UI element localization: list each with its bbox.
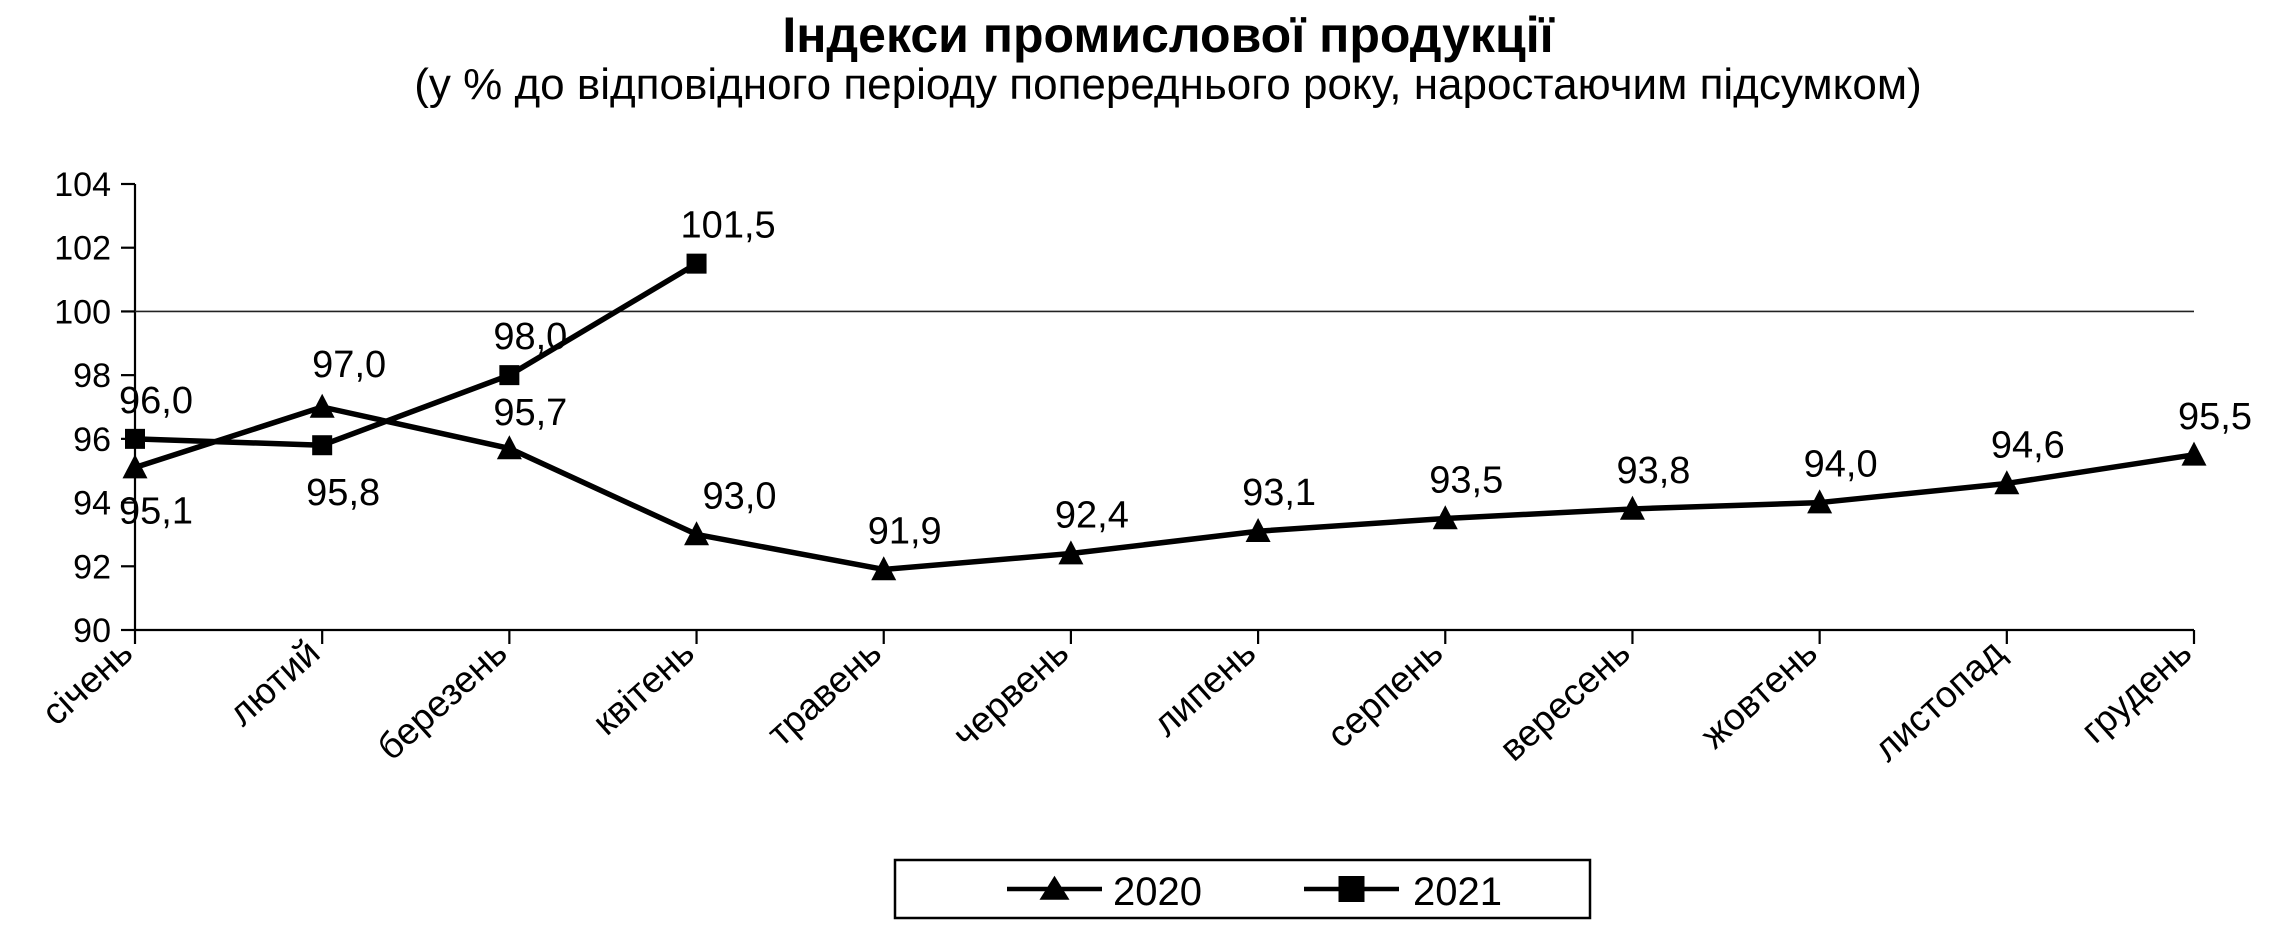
svg-text:100: 100 (54, 293, 111, 331)
svg-text:104: 104 (54, 166, 111, 204)
svg-text:94,0: 94,0 (1804, 444, 1878, 486)
svg-text:2020: 2020 (1113, 870, 1202, 914)
svg-text:101,5: 101,5 (681, 205, 776, 247)
svg-text:98: 98 (73, 357, 111, 395)
svg-text:95,7: 95,7 (493, 392, 567, 434)
svg-text:93,1: 93,1 (1242, 472, 1316, 514)
svg-text:березень: березень (369, 631, 514, 768)
svg-text:95,8: 95,8 (306, 472, 380, 514)
svg-text:93,0: 93,0 (703, 475, 777, 517)
svg-text:серпень: серпень (1319, 631, 1450, 755)
svg-text:2021: 2021 (1413, 870, 1502, 914)
svg-text:липень: липень (1145, 631, 1264, 744)
svg-text:травень: травень (759, 631, 889, 754)
svg-text:грудень: грудень (2073, 631, 2199, 750)
svg-text:102: 102 (54, 230, 111, 268)
svg-text:жовтень: жовтень (1693, 631, 1825, 756)
svg-text:91,9: 91,9 (868, 510, 942, 552)
svg-text:96,0: 96,0 (119, 380, 193, 422)
svg-text:93,8: 93,8 (1616, 450, 1690, 492)
svg-text:94,6: 94,6 (1991, 424, 2065, 466)
svg-text:95,1: 95,1 (119, 491, 193, 533)
svg-text:93,5: 93,5 (1429, 460, 1503, 502)
svg-text:94: 94 (73, 485, 111, 523)
svg-text:98,0: 98,0 (493, 316, 567, 358)
svg-text:97,0: 97,0 (312, 344, 386, 386)
svg-text:95,5: 95,5 (2178, 396, 2252, 438)
svg-text:92: 92 (73, 548, 111, 586)
svg-text:листопад: листопад (1866, 631, 2012, 769)
svg-text:96: 96 (73, 421, 111, 459)
svg-text:квітень: квітень (585, 631, 702, 742)
svg-text:червень: червень (945, 631, 1076, 755)
svg-text:92,4: 92,4 (1055, 495, 1129, 537)
svg-text:лютий: лютий (221, 631, 328, 733)
svg-text:вересень: вересень (1492, 631, 1638, 768)
